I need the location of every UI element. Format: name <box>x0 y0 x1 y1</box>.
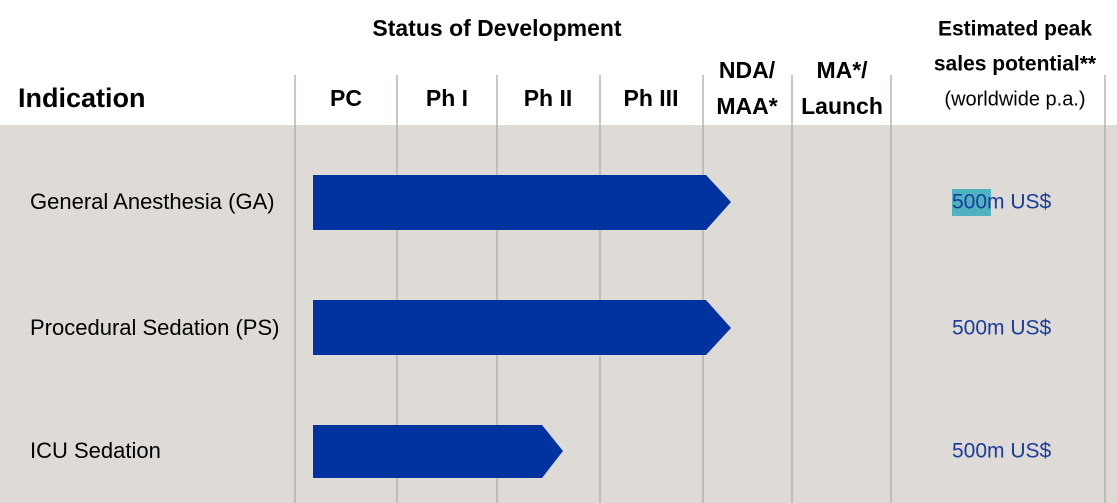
sales-value: 500m US$ <box>952 317 1052 340</box>
stage-header: PC <box>330 85 362 111</box>
indication-header: Indication <box>18 83 146 113</box>
sales-subheader: (worldwide p.a.) <box>944 88 1085 110</box>
progress-arrow <box>313 175 731 230</box>
stage-header: Launch <box>801 93 883 119</box>
stage-header: MAA* <box>716 93 777 119</box>
sales-header: Estimated peak <box>938 18 1092 41</box>
stage-header: Ph III <box>624 85 679 111</box>
stage-header: Ph I <box>426 85 468 111</box>
sales-value: 500m US$ <box>952 191 1052 214</box>
indication-label: ICU Sedation <box>30 438 161 463</box>
indication-label: Procedural Sedation (PS) <box>30 315 279 340</box>
progress-arrow <box>313 300 731 355</box>
selection-highlight <box>952 189 991 216</box>
stage-header: Ph II <box>524 85 573 111</box>
stage-header: MA*/ <box>816 57 868 83</box>
progress-arrow <box>313 425 563 478</box>
sales-value: 500m US$ <box>952 440 1052 463</box>
stage-header: NDA/ <box>719 57 776 83</box>
indication-label: General Anesthesia (GA) <box>30 189 275 214</box>
sales-header: sales potential** <box>934 53 1097 76</box>
group-title: Status of Development <box>372 15 622 41</box>
column-lines <box>294 75 1106 503</box>
